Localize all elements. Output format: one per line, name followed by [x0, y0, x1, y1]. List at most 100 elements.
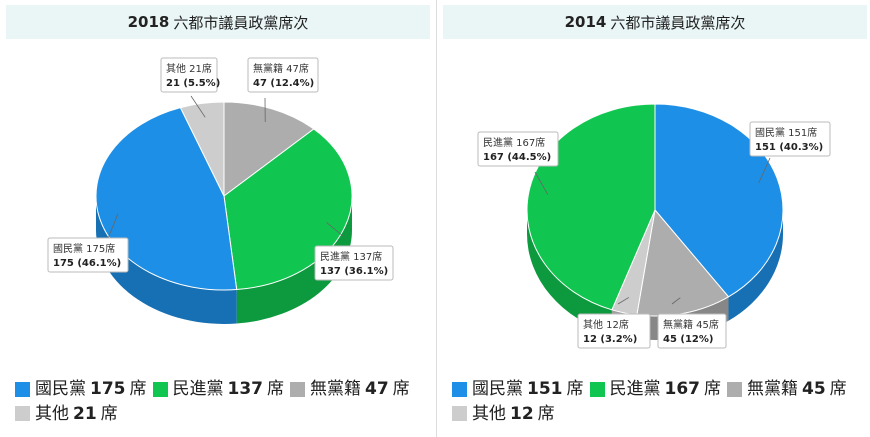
legend-count: 47: [365, 379, 389, 399]
legend-unit: 席: [100, 403, 118, 424]
pie-slice-dpp[interactable]: [526, 103, 656, 311]
legend-item-dpp[interactable]: 民進黨 137 席: [152, 378, 284, 400]
data-label-other: 其他 21席 21 (5.5%): [160, 57, 220, 118]
chart-title-text: 六都市議員政黨席次: [173, 13, 309, 32]
legend-unit: 席: [829, 379, 847, 399]
chart-title-text: 六都市議員政黨席次: [610, 13, 746, 32]
label-name: 國民黨 151席: [755, 126, 817, 139]
pie-chart-2018: 無黨籍 47席 47 (12.4%) 民進黨 137席 137 (36.1%) 國民黨 …: [47, 57, 394, 324]
label-connector: [617, 297, 630, 305]
legend-name: 國民黨: [35, 379, 86, 399]
label-box: [47, 237, 129, 273]
label-name: 其他 21席: [166, 62, 212, 75]
legend-item-dpp[interactable]: 民進黨 167 席: [589, 378, 721, 400]
label-value: 167 (44.5%): [483, 152, 551, 163]
label-box: [314, 245, 394, 281]
label-box: [577, 313, 651, 349]
legend-item-other[interactable]: 其他 21 席: [15, 403, 118, 425]
label-value: 175 (46.1%): [53, 258, 121, 269]
pie-slices: [95, 101, 353, 291]
legend-unit: 席: [267, 379, 284, 399]
legend-swatch: [589, 381, 605, 397]
legend-unit: 席: [704, 379, 721, 399]
data-label-kmt: 國民黨 175席 175 (46.1%): [47, 213, 129, 273]
data-label-kmt: 國民黨 151席 151 (40.3%): [749, 121, 831, 184]
pie-depth-kmt: [728, 210, 783, 321]
chart-title-year: 2014: [564, 13, 607, 31]
label-name: 無黨籍 47席: [253, 62, 309, 75]
chart-panel-2018: 2018 六都市議員政黨席次 無黨籍 47席 47 (12.4%) 民進黨 137席…: [3, 0, 433, 437]
pie-slice-other[interactable]: [179, 101, 225, 197]
label-value: 21 (5.5%): [166, 78, 220, 89]
pie-chart-2014: 國民黨 151席 151 (40.3%) 無黨籍 45席 45 (12%) 其他 12席…: [477, 103, 831, 349]
legend-swatch: [452, 406, 467, 421]
legend-count: 21: [73, 403, 97, 424]
label-box: [657, 313, 727, 349]
legend-count: 45: [802, 379, 826, 399]
pie-depth-dpp: [236, 196, 352, 324]
label-connector: [326, 222, 344, 237]
pie-slices: [526, 103, 784, 317]
label-connector: [534, 171, 549, 195]
legend-name: 民進黨: [609, 379, 661, 399]
label-box: [749, 121, 831, 157]
legend-swatch: [452, 381, 467, 397]
pie-slice-ind[interactable]: [223, 101, 315, 197]
label-name: 國民黨 175席: [53, 242, 115, 255]
legend-count: 137: [227, 379, 264, 399]
chart-title: 2018 六都市議員政黨席次: [6, 5, 430, 39]
chart-title: 2014 六都市議員政黨席次: [443, 5, 867, 39]
label-name: 民進黨 167席: [483, 136, 545, 149]
legend-name: 無黨籍: [747, 379, 798, 399]
legend-name: 其他: [472, 403, 506, 424]
pie-slice-kmt[interactable]: [95, 107, 238, 291]
data-label-dpp: 民進黨 167席 167 (44.5%): [477, 131, 559, 195]
legend-swatch: [15, 406, 30, 421]
label-connector: [758, 157, 771, 184]
data-label-dpp: 民進黨 137席 137 (36.1%): [314, 222, 394, 281]
label-value: 151 (40.3%): [755, 142, 823, 153]
legend-swatch: [727, 381, 742, 397]
legend-unit: 席: [129, 379, 147, 399]
pie-depth: [96, 196, 352, 324]
legend-unit: 席: [566, 379, 584, 399]
label-name: 無黨籍 45席: [663, 318, 719, 331]
pie-depth-kmt: [96, 196, 237, 324]
legend-swatch: [152, 381, 168, 397]
legend-name: 國民黨: [472, 379, 523, 399]
legend-item-other[interactable]: 其他 12 席: [452, 403, 555, 425]
pie-depth-dpp: [527, 210, 612, 334]
label-value: 47 (12.4%): [253, 78, 314, 89]
legend-count: 151: [527, 379, 563, 399]
legend-item-ind[interactable]: 無黨籍 45 席: [727, 378, 847, 400]
label-value: 137 (36.1%): [320, 266, 388, 277]
legend-item-kmt[interactable]: 國民黨 151 席: [452, 378, 584, 400]
label-value: 45 (12%): [663, 334, 713, 345]
label-name: 民進黨 137席: [320, 250, 382, 263]
label-box: [160, 57, 218, 93]
data-label-ind: 無黨籍 45席 45 (12%): [657, 297, 727, 349]
chart-legend: 國民黨 175 席民進黨 137 席無黨籍 47 席其他 21 席: [15, 378, 435, 427]
legend-name: 其他: [35, 403, 69, 424]
legend-count: 167: [664, 379, 701, 399]
label-connector: [671, 297, 681, 305]
label-name: 其他 12席: [583, 318, 629, 331]
legend-count: 175: [90, 379, 126, 399]
label-box: [477, 131, 559, 167]
legend-count: 12: [510, 403, 534, 424]
legend-swatch: [15, 381, 30, 397]
data-label-ind: 無黨籍 47席 47 (12.4%): [247, 57, 319, 123]
legend-name: 無黨籍: [310, 379, 361, 399]
data-label-other: 其他 12席 12 (3.2%): [577, 297, 651, 349]
panel-divider: [436, 0, 437, 437]
legend-swatch: [290, 381, 305, 397]
chart-panel-2014: 2014 六都市議員政黨席次 國民黨 151席 151 (40.3%) 無黨籍 45…: [440, 0, 870, 437]
chart-title-year: 2018: [127, 13, 170, 31]
label-value: 12 (3.2%): [583, 334, 637, 345]
legend-unit: 席: [537, 403, 555, 424]
legend-item-kmt[interactable]: 國民黨 175 席: [15, 378, 147, 400]
legend-item-ind[interactable]: 無黨籍 47 席: [290, 378, 410, 400]
legend-name: 民進黨: [172, 379, 224, 399]
label-connector: [190, 95, 206, 118]
label-box: [247, 57, 319, 93]
